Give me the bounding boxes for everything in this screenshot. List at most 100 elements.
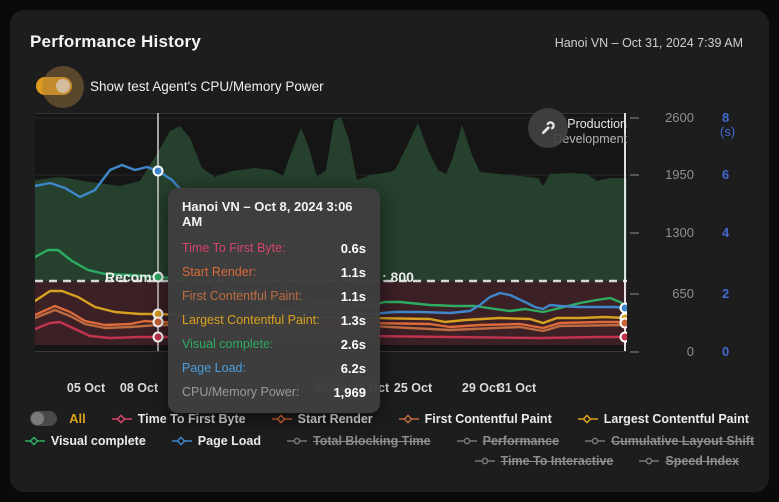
tooltip-label: First Contentful Paint: [182,289,303,303]
axis-tick [630,174,639,176]
legend-label: Cumulative Layout Shift [611,434,755,448]
y-axis-right-tick: 2 [722,286,730,301]
tooltip-value: 6.2s [340,360,366,376]
legend-label: Time To First Byte [137,411,246,426]
legend-label: Speed Index [665,454,739,468]
recommended-label-left: Recom [105,269,152,285]
line-diamond-marker-icon [171,436,192,446]
legend-row-1: All Time To First Byte Start Render Firs… [10,411,769,426]
tooltip-title: Hanoi VN – Oct 8, 2024 3:06 AM [182,199,353,229]
point-markers [152,165,627,343]
tooltip-label: Visual complete: [182,337,274,351]
location-timestamp: Hanoi VN – Oct 31, 2024 7:39 AM [554,36,743,50]
x-axis-tick: 31 Oct [497,381,537,395]
y-axis-left-tick: 0 [686,344,694,359]
legend-label: Performance [482,434,560,448]
wrench-icon [541,121,555,135]
x-axis-tick: 25 Oct [393,381,433,395]
tooltip-row: Visual complete: 2.6s [182,332,366,356]
legend-item-total-blocking-time[interactable]: Total Blocking Time [287,434,431,448]
tooltip-value: 1.1s [340,264,366,280]
axis-tick [630,232,639,234]
legend-item-performance[interactable]: Performance [456,434,560,448]
y-axis-right-tick: 6 [722,167,730,182]
legend-label: Page Load [197,434,262,448]
line-diamond-marker-icon [577,413,598,424]
legend-label: First Contentful Paint [424,411,552,426]
all-toggle-track[interactable] [30,411,58,426]
all-toggle-knob [31,412,45,425]
line-circle-marker-icon [639,457,660,465]
toggle-knob [56,79,70,93]
tooltip-row: Start Render: 1.1s [182,260,366,284]
line-circle-marker-icon [287,437,308,445]
tooltip-value: 1.3s [340,312,366,328]
series-ttfb-line [35,320,627,340]
legend-item-time-to-interactive[interactable]: Time To Interactive [474,454,614,468]
tooltip-label: Largest Contentful Paint: [182,313,320,327]
show-power-toggle-label: Show test Agent's CPU/Memory Power [90,79,324,94]
line-circle-marker-icon [456,437,477,445]
line-circle-marker-icon [585,437,606,445]
legend-row-3: Time To Interactive Speed Index [10,454,769,468]
y-axis-right-tick: 8 [722,110,730,125]
tooltip-value: 0.6s [340,240,366,256]
tooltip-label: Time To First Byte: [182,241,286,255]
line-circle-marker-icon [474,457,495,465]
line-diamond-marker-icon [24,436,45,446]
legend-label: Visual complete [50,434,146,448]
series-visual-complete-line [35,248,627,314]
y-axis-left-tick: 1300 [665,225,694,240]
legend-label: Largest Contentful Paint [603,411,749,426]
legend-item-speed-index[interactable]: Speed Index [639,454,739,468]
y-axis-left-tick: 650 [672,286,694,301]
y-axis-right-tick: 0 [722,344,730,359]
legend-item-cumulative-layout-shift[interactable]: Cumulative Layout Shift [585,434,754,448]
tooltip-label: Start Render: [182,265,257,279]
tooltip-value: 2.6s [340,336,366,352]
line-diamond-marker-icon [398,413,419,424]
x-axis-tick: 29 Oct [461,381,501,395]
y-axis-right-unit: (s) [720,124,736,139]
legend-item-fcp[interactable]: First Contentful Paint [398,411,552,426]
legend-item-page-load[interactable]: Page Load [171,434,262,448]
y-axis-left-tick: 2600 [665,110,694,125]
legend-item-visual-complete[interactable]: Visual complete [24,434,146,448]
page-title: Performance History [30,32,202,51]
tooltip-value: 1.1s [340,288,366,304]
legend-label: Total Blocking Time [313,434,431,448]
y-axis-right-tick: 4 [722,225,730,240]
tooltip-label: Page Load: [182,361,246,375]
legend-item-lcp[interactable]: Largest Contentful Paint [577,411,749,426]
performance-history-card: Performance History Hanoi VN – Oct 31, 2… [10,10,769,492]
x-axis-tick: 08 Oct [119,381,159,395]
env-development-label: Development [553,132,627,146]
tooltip-value: 1,969 [333,384,366,400]
line-diamond-marker-icon [271,413,292,424]
line-diamond-marker-icon [111,413,132,424]
x-axis-tick: 05 Oct [66,381,106,395]
legend-all-toggle[interactable]: All [30,411,86,426]
tooltip-row: Largest Contentful Paint: 1.3s [182,308,366,332]
tooltip-row: Time To First Byte: 0.6s [182,236,366,260]
tooltip-label: CPU/Memory Power: [182,385,300,399]
recommended-label-right: : 800 [382,269,414,285]
chart-settings-button[interactable] [528,108,568,148]
axis-tick [630,351,639,353]
tooltip-row: CPU/Memory Power: 1,969 [182,380,366,404]
tooltip-row: Page Load: 6.2s [182,356,366,380]
legend-label: Start Render [297,411,373,426]
legend-all-label: All [69,411,86,426]
legend-label: Time To Interactive [500,454,614,468]
legend-item-start-render[interactable]: Start Render [271,411,373,426]
legend-item-ttfb[interactable]: Time To First Byte [111,411,246,426]
tooltip-row: First Contentful Paint: 1.1s [182,284,366,308]
axis-tick [630,293,639,295]
env-production-label: Production [567,117,627,131]
show-power-toggle[interactable] [36,77,72,95]
chart-tooltip: Hanoi VN – Oct 8, 2024 3:06 AM Time To F… [168,188,380,413]
axis-tick [630,117,639,119]
y-axis-left-tick: 1950 [665,167,694,182]
environment-labels: Production Development [510,117,627,147]
legend-row-2: Visual complete Page Load Total Blocking… [10,434,769,448]
